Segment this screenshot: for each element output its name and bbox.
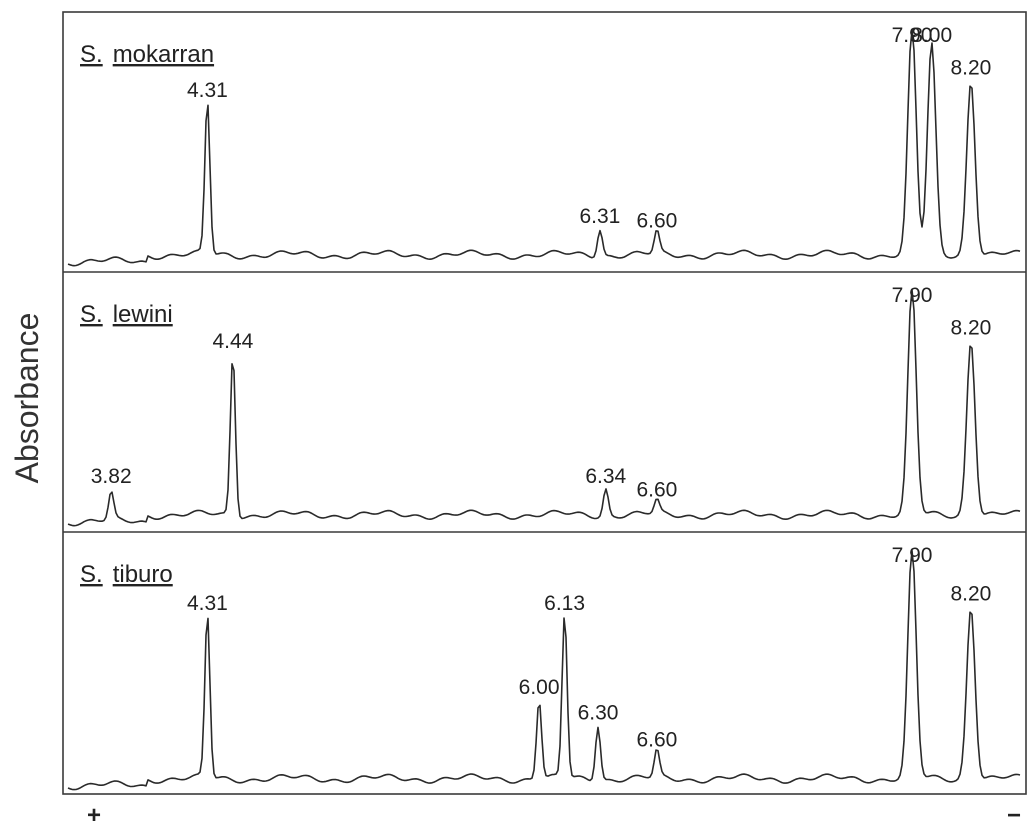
peak-label: 8.00	[911, 24, 952, 47]
peak-label: 7.90	[892, 24, 933, 47]
absorbance-trace	[67, 549, 1021, 791]
peak-label: 6.60	[636, 479, 677, 502]
species-name: lewini	[113, 301, 173, 328]
species-name: tiburo	[113, 561, 173, 588]
peak-label: 8.20	[950, 583, 991, 606]
species-title: S. lewini	[80, 301, 173, 328]
y-axis-label: Absorbance	[9, 313, 45, 484]
peak-label: 8.20	[950, 317, 991, 340]
panel-lewini: S. lewini 3.82 4.44 6.34 6.60 7.90 8.20	[67, 284, 1021, 527]
genus-abbrev: S.	[80, 561, 103, 588]
peak-label: 6.34	[585, 465, 626, 488]
peak-label: 7.90	[892, 544, 933, 567]
species-title: S. tiburo	[80, 561, 173, 588]
absorbance-trace	[67, 288, 1021, 527]
peak-label: 6.30	[578, 701, 619, 724]
peak-label: 6.60	[636, 729, 677, 752]
genus-abbrev: S.	[80, 41, 103, 68]
peak-label: 6.00	[519, 676, 560, 699]
positive-pole-label: +	[87, 802, 101, 827]
peak-label: 7.90	[892, 284, 933, 307]
genus-abbrev: S.	[80, 301, 103, 328]
panel-tiburo: S. tiburo 4.31 6.00 6.13 6.30 6.60 7.90 8.20	[67, 544, 1021, 791]
species-name: mokarran	[113, 41, 214, 68]
peak-label: 6.13	[544, 592, 585, 615]
negative-pole-label: −	[1007, 802, 1021, 827]
absorbance-trace	[67, 28, 1021, 267]
peak-label: 4.31	[187, 79, 228, 102]
species-title: S. mokarran	[80, 41, 214, 68]
peak-label: 3.82	[91, 465, 132, 488]
peak-label: 4.31	[187, 592, 228, 615]
figure-frame	[62, 11, 1027, 795]
panel-mokarran: S. mokarran 4.31 6.31 6.60 7.908.00 8.20	[67, 24, 1021, 267]
peak-label: 4.44	[212, 330, 253, 353]
peak-label: 6.60	[636, 210, 677, 233]
peak-label: 6.31	[579, 205, 620, 228]
peak-label: 8.20	[950, 57, 991, 80]
